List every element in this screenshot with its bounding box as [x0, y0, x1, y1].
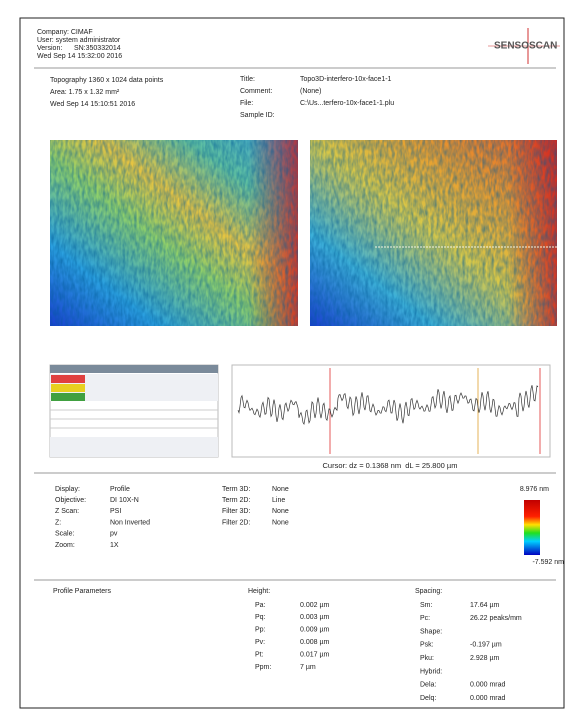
height-param-label: Pv:	[255, 639, 265, 646]
topography-texture	[50, 140, 298, 326]
field-label: Sample ID:	[240, 112, 275, 119]
spacing-param-label: Shape:	[420, 628, 442, 635]
setting-label: Objective:	[55, 497, 86, 504]
spacing-param-label: Pc:	[420, 615, 430, 622]
setting-value: None	[272, 519, 289, 526]
header-line: Version: SN:350332014	[37, 45, 121, 52]
height-param-value: 7 µm	[300, 664, 316, 671]
spacing-param-label: Pku:	[420, 655, 434, 662]
spacing-param-label: Sm:	[420, 602, 433, 609]
spacing-param-label: Psk:	[420, 642, 434, 649]
height-param-label: Pa:	[255, 602, 266, 609]
spacing-param-label: Hybrid:	[420, 668, 442, 675]
logo: SENSOSCAN	[494, 41, 557, 52]
header-line: Wed Sep 14 15:32:00 2016	[37, 53, 122, 60]
spacing-param-value: 2.928 µm	[470, 655, 499, 662]
field-value: (None)	[300, 88, 321, 95]
setting-value: DI 10X-N	[110, 497, 139, 504]
field-label: File:	[240, 100, 253, 107]
spacing-param-value: 0.000 mrad	[470, 695, 506, 702]
parameters-title: Profile Parameters	[53, 588, 111, 595]
setting-label: Term 2D:	[222, 497, 250, 504]
spacing-param-label: Delq:	[420, 695, 436, 702]
color-scale-max: 8.976 nm	[520, 486, 549, 493]
measurement-line: Area: 1.75 x 1.32 mm²	[50, 89, 120, 96]
color-scale-min: -7.592 nm	[532, 559, 564, 566]
setting-label: Z Scan:	[55, 508, 79, 515]
height-param-value: 0.003 µm	[300, 614, 329, 621]
height-param-value: 0.008 µm	[300, 639, 329, 646]
height-param-label: Pp:	[255, 627, 266, 634]
height-title: Height:	[248, 588, 270, 595]
spacing-title: Spacing:	[415, 588, 442, 595]
measurement-line: Topography 1360 x 1024 data points	[50, 77, 164, 84]
color-scale-bar	[524, 500, 540, 555]
setting-value: 1X	[110, 542, 119, 549]
topography-texture	[310, 140, 557, 326]
field-value: C:\Us...terfero-10x-face1-1.plu	[300, 100, 394, 107]
header-line: User: system administrator	[37, 37, 121, 44]
height-param-label: Ppm:	[255, 664, 271, 671]
height-param-value: 0.017 µm	[300, 651, 329, 658]
setting-value: None	[272, 486, 289, 493]
setting-value: Non Inverted	[110, 519, 150, 526]
setting-value: pv	[110, 531, 118, 538]
setting-label: Display:	[55, 486, 80, 493]
setting-value: PSI	[110, 508, 121, 515]
setting-label: Z:	[55, 519, 61, 526]
profile-table	[50, 365, 218, 457]
setting-value: Line	[272, 497, 285, 504]
setting-label: Scale:	[55, 531, 75, 538]
spacing-param-value: 0.000 mrad	[470, 682, 506, 689]
setting-label: Zoom:	[55, 542, 75, 549]
report-page: SENSOSCAN Cursor: dz = 0.1368 nm dL = 25…	[0, 0, 585, 718]
setting-label: Filter 3D:	[222, 508, 250, 515]
height-param-label: Pt:	[255, 651, 264, 658]
height-param-value: 0.002 µm	[300, 602, 329, 609]
header-line: Company: CIMAF	[37, 29, 93, 36]
height-param-value: 0.009 µm	[300, 627, 329, 634]
spacing-param-value: 17.64 µm	[470, 602, 499, 609]
measurement-line: Wed Sep 14 15:10:51 2016	[50, 101, 135, 108]
field-label: Comment:	[240, 88, 272, 95]
setting-value: Profile	[110, 486, 130, 493]
setting-label: Filter 2D:	[222, 519, 250, 526]
setting-value: None	[272, 508, 289, 515]
spacing-param-label: Dela:	[420, 682, 436, 689]
spacing-param-value: -0.197 µm	[470, 642, 502, 649]
setting-label: Term 3D:	[222, 486, 250, 493]
spacing-param-value: 26.22 peaks/mm	[470, 615, 522, 622]
field-value: Topo3D-interfero-10x-face1-1	[300, 76, 392, 83]
height-param-label: Pq:	[255, 614, 266, 621]
field-label: Title:	[240, 76, 255, 83]
cursor-readout: Cursor: dz = 0.1368 nm dL = 25.800 µm	[323, 461, 458, 470]
